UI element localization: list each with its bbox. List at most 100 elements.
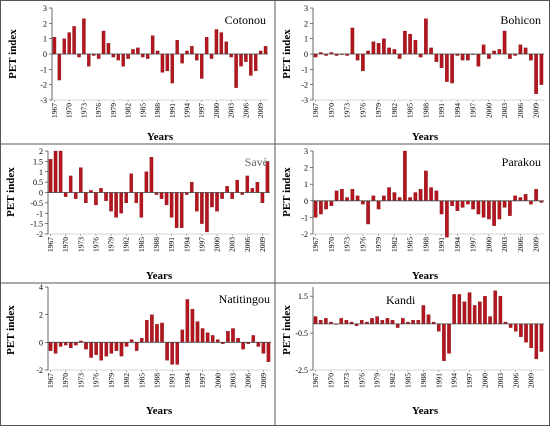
bar — [539, 323, 544, 352]
bar — [508, 53, 512, 59]
x-axis-label: Years — [146, 270, 173, 282]
bar — [359, 320, 364, 325]
x-axis-label: Years — [412, 131, 439, 143]
bar — [226, 331, 230, 343]
bar — [63, 342, 68, 346]
bar — [114, 192, 118, 218]
bar — [241, 342, 245, 350]
bar — [250, 188, 255, 193]
bar — [424, 170, 428, 201]
y-axis-label: PET index — [281, 305, 293, 355]
bar — [258, 50, 263, 55]
bar — [67, 32, 71, 55]
bar — [539, 53, 544, 85]
bar — [366, 200, 370, 225]
bar — [452, 294, 456, 325]
bar — [439, 200, 444, 215]
x-tick-label: 1967 — [311, 373, 320, 388]
y-tick-label: -2 — [36, 366, 43, 375]
x-tick-label: 1982 — [390, 103, 399, 118]
bar — [175, 342, 180, 365]
bar — [53, 150, 58, 193]
bar — [145, 320, 149, 343]
y-tick-label: 0 — [304, 50, 308, 59]
bar — [210, 335, 215, 343]
x-tick-label: 2000 — [484, 103, 493, 118]
x-tick-label: 1997 — [197, 237, 206, 252]
x-tick-label: 1997 — [469, 103, 478, 118]
bar — [513, 323, 518, 332]
bar — [256, 342, 261, 347]
bar — [497, 200, 502, 220]
bar — [89, 342, 93, 358]
y-tick-label: 2 — [43, 19, 47, 28]
bar — [116, 53, 120, 61]
bar — [472, 305, 477, 325]
bar — [144, 171, 149, 193]
bar — [77, 53, 81, 58]
bar — [175, 40, 179, 55]
x-tick-label: 2006 — [244, 373, 253, 388]
bar — [149, 157, 154, 193]
bar — [502, 200, 507, 208]
x-tick-label: 1994 — [183, 103, 192, 118]
bar — [190, 308, 195, 343]
bar — [376, 200, 381, 210]
y-tick-label: -0.5 — [30, 199, 43, 208]
bar — [502, 30, 507, 55]
x-tick-label: 2000 — [484, 237, 493, 252]
bar — [408, 197, 412, 201]
y-tick-label: -1 — [301, 65, 308, 74]
x-tick-label: 2003 — [500, 237, 509, 252]
bar — [492, 200, 496, 226]
bar — [483, 296, 487, 325]
bar — [109, 192, 113, 212]
bar — [129, 339, 134, 343]
bar — [355, 53, 360, 61]
bar — [313, 53, 318, 58]
y-tick-label: -2 — [301, 230, 308, 239]
x-tick-label: 1970 — [61, 237, 70, 252]
bar — [139, 338, 144, 343]
bar — [350, 27, 355, 55]
bar — [429, 187, 433, 201]
bar — [518, 197, 523, 201]
bar — [508, 200, 512, 216]
bar — [466, 200, 470, 205]
bar — [150, 314, 154, 343]
x-tick-label: 1973 — [79, 103, 88, 118]
x-tick-label: 1979 — [107, 373, 116, 388]
bar — [204, 36, 209, 55]
y-tick-label: 2 — [39, 147, 43, 156]
y-tick-label: 0.5 — [33, 178, 43, 187]
bar — [361, 53, 365, 72]
bar — [69, 342, 73, 349]
x-tick-label: 1982 — [390, 237, 399, 252]
y-tick-label: 1.5 — [33, 157, 43, 166]
x-tick-label: 2006 — [516, 103, 525, 118]
bar — [170, 53, 174, 84]
bar — [476, 53, 481, 67]
panel-title: Bohicon — [500, 13, 541, 27]
y-tick-label: -2 — [40, 81, 47, 90]
bar — [260, 192, 265, 204]
bar — [385, 318, 390, 325]
x-tick-label: 1973 — [76, 237, 85, 252]
bar — [324, 318, 328, 325]
bar — [523, 47, 528, 55]
x-tick-label: 1988 — [153, 103, 162, 118]
x-axis-label: Years — [147, 131, 174, 143]
bar — [106, 43, 111, 55]
x-tick-label: 1976 — [94, 103, 103, 118]
x-tick-label: 1988 — [421, 103, 430, 118]
bar — [209, 53, 214, 59]
bar — [244, 53, 248, 62]
bar — [334, 190, 339, 201]
y-tick-label: -1 — [40, 65, 47, 74]
x-tick-label: 1967 — [311, 103, 320, 118]
bar — [68, 175, 73, 193]
bar — [344, 320, 349, 325]
bar — [418, 189, 423, 201]
